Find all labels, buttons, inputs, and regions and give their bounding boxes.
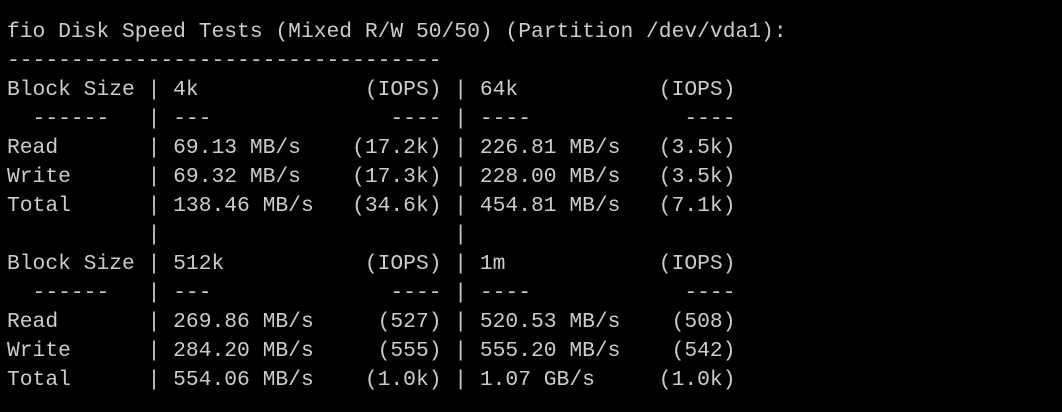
- terminal-line: Block Size | 512k (IOPS) | 1m (IOPS): [7, 252, 736, 276]
- terminal-line: | |: [7, 223, 468, 247]
- terminal-line: fio Disk Speed Tests (Mixed R/W 50/50) (…: [7, 20, 787, 44]
- terminal-line: Write | 284.20 MB/s (555) | 555.20 MB/s …: [7, 339, 736, 363]
- terminal-line: ------ | --- ---- | ---- ----: [7, 281, 736, 305]
- terminal-line: Read | 69.13 MB/s (17.2k) | 226.81 MB/s …: [7, 136, 736, 160]
- terminal-line: Block Size | 4k (IOPS) | 64k (IOPS): [7, 78, 736, 102]
- terminal-line: Read | 269.86 MB/s (527) | 520.53 MB/s (…: [7, 310, 736, 334]
- terminal-line: Total | 554.06 MB/s (1.0k) | 1.07 GB/s (…: [7, 368, 736, 392]
- terminal-line: Total | 138.46 MB/s (34.6k) | 454.81 MB/…: [7, 194, 736, 218]
- terminal-line: Write | 69.32 MB/s (17.3k) | 228.00 MB/s…: [7, 165, 736, 189]
- terminal-line: ------ | --- ---- | ---- ----: [7, 107, 736, 131]
- terminal-line: ----------------------------------: [7, 49, 442, 73]
